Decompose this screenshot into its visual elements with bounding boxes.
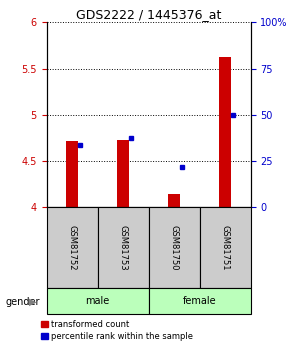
FancyBboxPatch shape	[200, 207, 250, 288]
Title: GDS2222 / 1445376_at: GDS2222 / 1445376_at	[76, 8, 221, 21]
FancyBboxPatch shape	[98, 207, 148, 288]
Text: GSM81753: GSM81753	[118, 225, 127, 270]
Bar	[66, 140, 78, 207]
Text: gender: gender	[6, 297, 40, 307]
Bar	[168, 194, 180, 207]
Text: GSM81751: GSM81751	[220, 225, 230, 270]
Bar	[117, 140, 129, 207]
Bar	[219, 57, 231, 207]
Text: GSM81752: GSM81752	[68, 225, 76, 270]
Text: male: male	[85, 296, 109, 306]
Text: ▶: ▶	[28, 297, 36, 307]
Text: female: female	[183, 296, 216, 306]
Text: GSM81750: GSM81750	[169, 225, 178, 270]
FancyBboxPatch shape	[46, 207, 98, 288]
FancyBboxPatch shape	[148, 207, 200, 288]
Legend: transformed count, percentile rank within the sample: transformed count, percentile rank withi…	[41, 320, 194, 341]
FancyBboxPatch shape	[46, 288, 148, 314]
FancyBboxPatch shape	[148, 288, 250, 314]
